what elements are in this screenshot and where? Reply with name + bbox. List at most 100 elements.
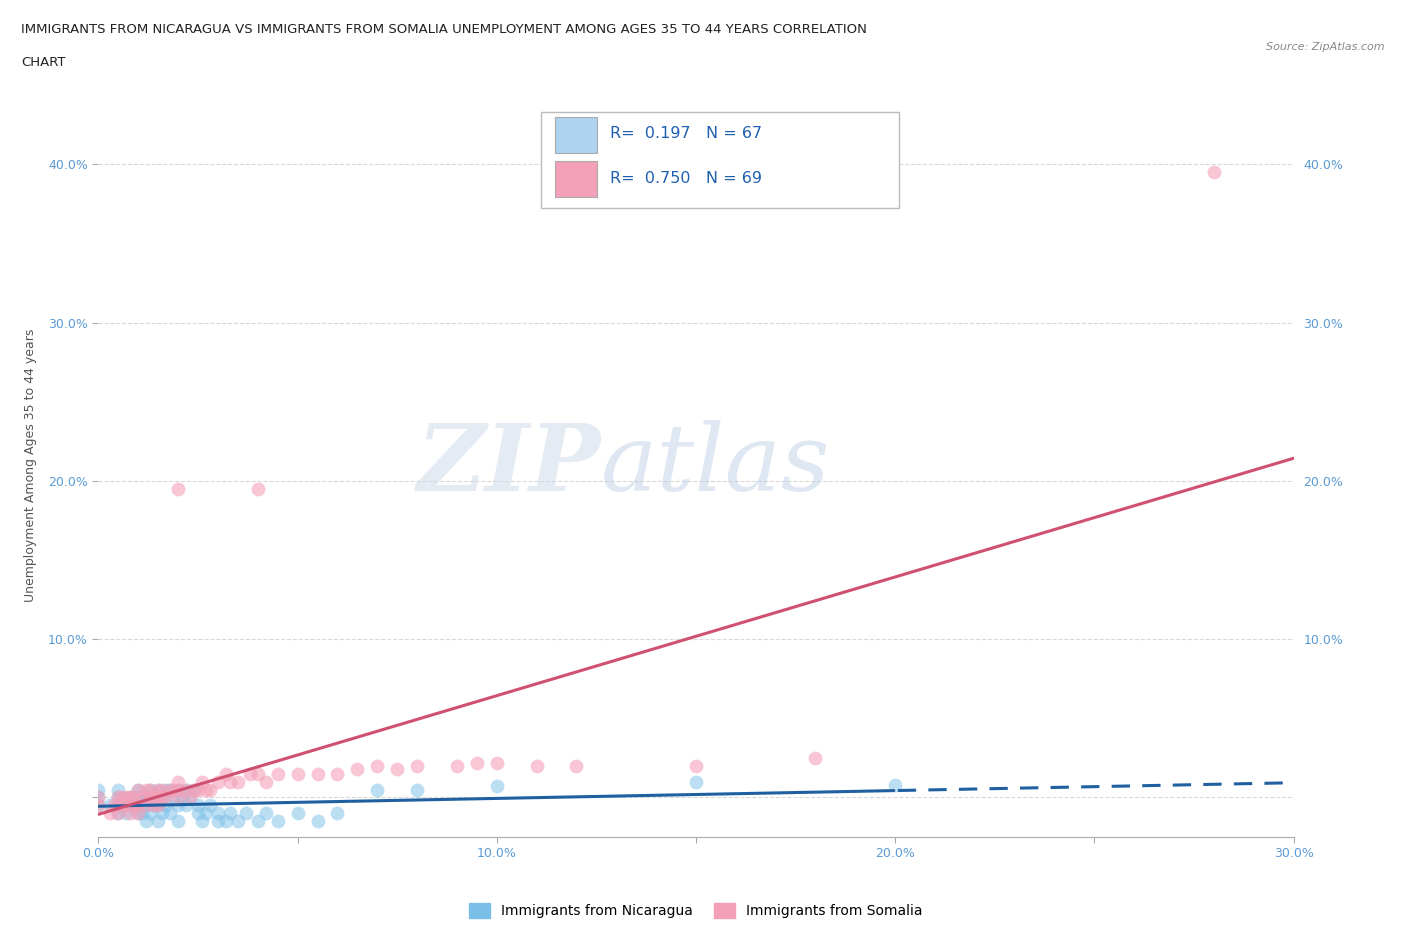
Point (127, 798, 149, 813)
Point (167, 782, 190, 797)
Point (87, 798, 110, 813)
Point (167, 774, 190, 789)
Point (446, 758, 468, 773)
Point (287, 805, 309, 820)
Point (1202, 165, 1225, 179)
Point (120, 790, 142, 804)
Point (179, 790, 201, 804)
Point (148, 814, 170, 829)
Point (127, 805, 149, 820)
Point (111, 798, 134, 813)
Point (485, 755, 508, 770)
Point (107, 798, 129, 813)
FancyBboxPatch shape (540, 112, 900, 208)
Point (167, 790, 190, 804)
Bar (555, 162, 596, 197)
Point (135, 782, 157, 797)
Point (127, 805, 149, 820)
Point (115, 798, 138, 813)
Point (215, 766, 238, 781)
Point (235, 805, 257, 820)
Point (183, 782, 205, 797)
Point (148, 790, 170, 804)
Point (207, 814, 229, 829)
Point (219, 805, 242, 820)
Point (124, 790, 146, 804)
Point (159, 782, 181, 797)
Point (246, 814, 269, 829)
Point (127, 782, 149, 797)
Point (139, 790, 162, 804)
Text: CHART: CHART (21, 56, 66, 69)
Point (127, 790, 149, 804)
Point (804, 751, 827, 765)
Point (195, 805, 218, 820)
Point (191, 774, 214, 789)
Point (124, 798, 146, 813)
Point (287, 766, 309, 781)
Point (131, 790, 153, 804)
Point (254, 805, 277, 820)
Point (485, 779, 508, 794)
Point (135, 790, 157, 804)
Point (103, 798, 125, 813)
Point (366, 758, 388, 773)
Point (139, 805, 162, 820)
Y-axis label: Unemployment Among Ages 35 to 44 years: Unemployment Among Ages 35 to 44 years (24, 328, 37, 602)
Point (107, 782, 129, 797)
Point (267, 814, 290, 829)
Point (87, 790, 110, 804)
Point (87, 782, 110, 797)
Point (195, 782, 218, 797)
Point (115, 790, 138, 804)
Point (115, 805, 138, 820)
Point (174, 782, 197, 797)
Point (143, 798, 166, 813)
Text: Source: ZipAtlas.com: Source: ZipAtlas.com (1267, 42, 1385, 52)
Point (139, 782, 162, 797)
Point (107, 790, 129, 804)
Point (326, 766, 349, 781)
Point (207, 805, 229, 820)
Point (191, 814, 214, 829)
Point (167, 782, 190, 797)
Point (143, 790, 166, 804)
Point (187, 782, 209, 797)
Point (219, 774, 242, 789)
Point (143, 790, 166, 804)
Point (148, 798, 170, 813)
Point (406, 758, 429, 773)
Point (120, 798, 142, 813)
Point (174, 782, 197, 797)
Point (148, 782, 170, 797)
Point (465, 755, 488, 770)
Point (111, 790, 134, 804)
Point (167, 814, 190, 829)
Point (148, 782, 170, 797)
Point (239, 766, 262, 781)
Point (183, 782, 205, 797)
Point (174, 798, 197, 813)
Point (246, 766, 269, 781)
Point (685, 758, 707, 773)
Point (107, 805, 129, 820)
Point (135, 798, 157, 813)
Point (150, 790, 173, 804)
Point (100, 798, 122, 813)
Point (406, 782, 429, 797)
Point (107, 798, 129, 813)
Point (526, 758, 548, 773)
Point (159, 782, 181, 797)
Point (120, 790, 142, 804)
Point (87, 790, 110, 804)
Point (167, 798, 190, 813)
Point (124, 798, 146, 813)
Point (215, 814, 238, 829)
Point (198, 782, 221, 797)
Point (155, 798, 177, 813)
Point (135, 814, 157, 829)
Point (246, 482, 269, 497)
Point (207, 774, 229, 789)
Point (254, 774, 277, 789)
Point (267, 766, 290, 781)
